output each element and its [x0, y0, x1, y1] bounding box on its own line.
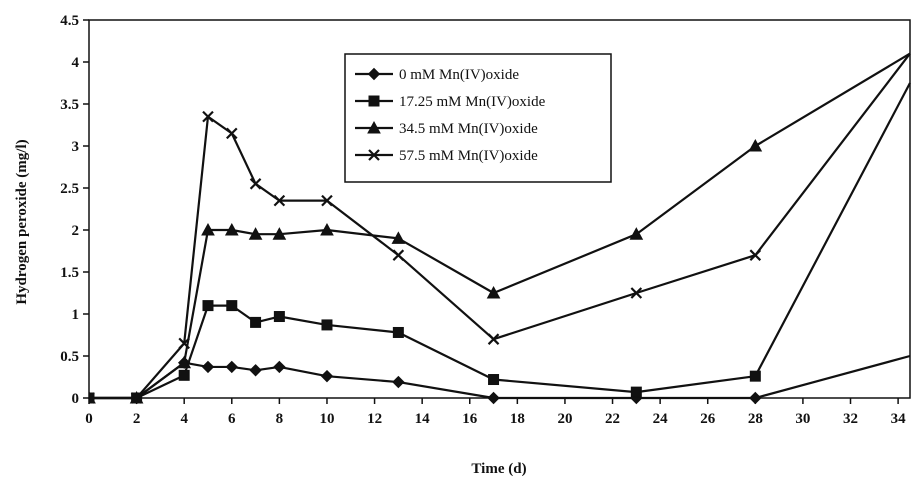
- data-point: [487, 391, 500, 405]
- y-tick-label: 0.5: [60, 349, 79, 365]
- data-point: [749, 391, 762, 405]
- data-point: [392, 249, 405, 261]
- x-tick-label: 20: [557, 411, 572, 427]
- x-tick-label: 12: [367, 411, 382, 427]
- x-tick-label: 10: [319, 411, 334, 427]
- data-point: [486, 285, 501, 299]
- x-tick-label: 2: [133, 411, 141, 427]
- y-tick-label: 1.5: [60, 265, 79, 281]
- data-point: [226, 127, 238, 140]
- data-point: [178, 337, 190, 350]
- y-tick-label: 2: [72, 223, 80, 239]
- x-tick-label: 32: [843, 411, 858, 427]
- x-tick-label: 8: [276, 411, 284, 427]
- data-point: [272, 227, 287, 240]
- data-point: [320, 222, 334, 236]
- x-tick-label: 18: [510, 411, 525, 427]
- data-point: [392, 375, 405, 389]
- data-point: [249, 364, 262, 377]
- series-3: [89, 52, 911, 404]
- legend-label: 34.5 mM Mn(IV)oxide: [399, 121, 538, 137]
- legend-item: 57.5 mM Mn(IV)oxide: [355, 148, 538, 164]
- y-axis-title: Hydrogen peroxide (mg/l): [14, 139, 30, 304]
- data-point: [248, 227, 263, 240]
- legend-item: 34.5 mM Mn(IV)oxide: [355, 120, 538, 137]
- data-point: [225, 360, 238, 374]
- data-point: [273, 194, 286, 207]
- data-point: [367, 67, 381, 81]
- x-tick-label: 34: [891, 411, 907, 427]
- data-point: [320, 369, 334, 383]
- data-point: [249, 178, 262, 190]
- data-point: [392, 326, 404, 338]
- data-point: [321, 319, 333, 331]
- data-point: [202, 300, 214, 312]
- x-tick-label: 26: [700, 411, 716, 427]
- data-point: [201, 222, 215, 236]
- data-point: [630, 386, 642, 398]
- data-point: [273, 311, 285, 323]
- data-point: [391, 231, 406, 244]
- data-point: [487, 333, 500, 345]
- data-point: [177, 355, 192, 369]
- data-point: [178, 369, 190, 381]
- y-tick-label: 0: [72, 391, 80, 407]
- x-tick-label: 4: [180, 411, 188, 427]
- data-point: [749, 370, 761, 382]
- x-tick-label: 16: [462, 411, 478, 427]
- data-point: [130, 392, 143, 404]
- data-point: [748, 138, 763, 152]
- x-tick-label: 0: [85, 411, 93, 427]
- data-point: [226, 300, 238, 312]
- y-tick-label: 4.5: [60, 13, 79, 29]
- legend-item: 0 mM Mn(IV)oxide: [355, 67, 519, 83]
- data-point: [273, 360, 286, 374]
- legend-label: 57.5 mM Mn(IV)oxide: [399, 148, 538, 164]
- y-tick-label: 1: [72, 307, 80, 323]
- data-point: [250, 316, 262, 328]
- data-point: [488, 374, 500, 386]
- x-tick-label: 22: [605, 411, 620, 427]
- legend-box: [344, 53, 612, 183]
- y-tick-label: 3.5: [60, 97, 79, 113]
- data-point: [368, 149, 380, 161]
- data-point: [749, 249, 762, 261]
- x-axis-title: Time (d): [471, 461, 526, 477]
- x-tick-label: 14: [415, 411, 431, 427]
- data-point: [321, 194, 333, 207]
- data-point: [201, 360, 215, 374]
- y-tick-label: 2.5: [60, 181, 79, 197]
- legend-label: 17.25 mM Mn(IV)oxide: [399, 94, 546, 110]
- x-tick-label: 28: [748, 411, 763, 427]
- data-point: [224, 222, 239, 236]
- data-point: [202, 110, 214, 123]
- data-point: [367, 120, 381, 134]
- legend-item: 17.25 mM Mn(IV)oxide: [355, 94, 546, 110]
- y-tick-label: 3: [72, 139, 80, 155]
- x-tick-label: 24: [653, 411, 669, 427]
- data-point: [89, 392, 95, 404]
- x-tick-label: 6: [228, 411, 236, 427]
- legend-label: 0 mM Mn(IV)oxide: [399, 67, 519, 83]
- data-point: [629, 227, 644, 240]
- y-tick-label: 4: [72, 55, 80, 71]
- data-point: [630, 287, 643, 299]
- data-point: [368, 95, 380, 107]
- legend: 0 mM Mn(IV)oxide 17.25 mM Mn(IV)oxide 34.5…: [344, 53, 612, 183]
- series-layer: [89, 52, 911, 405]
- axes: 00.511.522.533.544.50 2 4 6 8 10 12 14 16 18 20 22 2…: [60, 13, 906, 427]
- x-tick-label: 30: [795, 411, 810, 427]
